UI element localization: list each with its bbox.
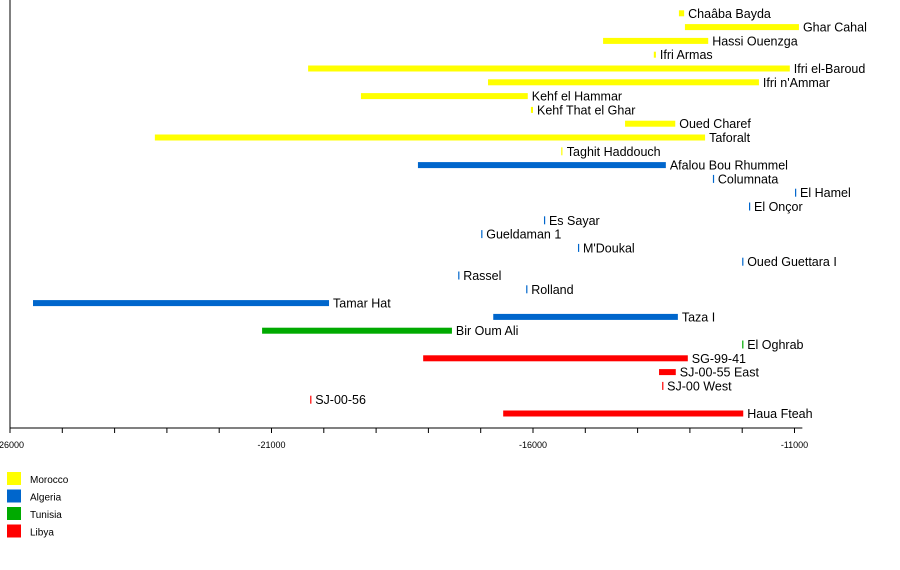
site-bar (310, 395, 312, 404)
site-label: Ifri Armas (660, 48, 713, 62)
site-label: Taza I (682, 310, 715, 324)
site-bar (488, 79, 759, 86)
site-bar (659, 369, 676, 376)
site-label: Chaâba Bayda (688, 7, 771, 21)
site-bar (684, 24, 799, 31)
site-label: Kehf That el Ghar (537, 103, 635, 117)
site-label: El Hamel (800, 186, 851, 200)
site-bar (625, 120, 676, 127)
site-label: Rassel (463, 269, 501, 283)
x-tick-label: -21000 (257, 440, 285, 450)
x-tick-label: -16000 (519, 440, 547, 450)
site-label: Hassi Ouenzga (712, 34, 798, 48)
site-label: Tamar Hat (333, 297, 391, 311)
site-label: Ifri el-Baroud (794, 62, 866, 76)
legend-swatch (7, 524, 21, 538)
site-label: Rolland (531, 283, 573, 297)
x-tick-label: -11000 (781, 440, 808, 450)
site-label: Gueldaman 1 (486, 228, 561, 242)
site-bar (742, 257, 744, 266)
site-label: SJ-00-55 East (680, 366, 760, 380)
site-bar (360, 93, 528, 100)
site-label: Kehf el Hammar (532, 90, 622, 104)
site-bar (423, 355, 688, 362)
site-bar (603, 37, 709, 44)
site-label: SG-99-41 (692, 352, 746, 366)
site-label: Columnata (718, 172, 778, 186)
site-bar (417, 162, 666, 169)
site-bar (493, 313, 678, 320)
site-bar (712, 174, 715, 183)
site-bar (526, 285, 528, 294)
site-label: Oued Charef (679, 117, 751, 131)
legend-label: Tunisia (30, 510, 62, 521)
site-bar (662, 381, 664, 390)
site-bar (154, 134, 706, 141)
site-bar (678, 10, 685, 17)
site-bar (262, 327, 452, 334)
site-bar (543, 216, 546, 225)
site-bar (33, 300, 330, 307)
site-bar (503, 410, 744, 417)
site-label: Ghar Cahal (803, 21, 867, 35)
site-bar (748, 202, 751, 211)
site-label: M'Doukal (583, 241, 635, 255)
site-bar (308, 65, 790, 72)
legend-swatch (7, 507, 21, 520)
site-bar (742, 340, 744, 349)
x-tick-label: -26000 (0, 440, 24, 450)
site-label: SJ-00 West (667, 379, 732, 393)
site-bar (795, 188, 797, 197)
site-label[interactable]: Haua Fteah (747, 407, 812, 421)
site-bar (530, 106, 533, 113)
site-label: El Onçor (754, 200, 803, 214)
legend-swatch (7, 489, 21, 503)
site-bar (653, 51, 656, 58)
site-bar (481, 230, 483, 239)
site-label[interactable]: Taforalt (709, 131, 751, 145)
site-label: Bir Oum Ali (456, 324, 519, 338)
site-label[interactable]: Ifri n'Ammar (763, 76, 830, 90)
legend-swatch (7, 472, 21, 485)
site-label: Es Sayar (549, 214, 600, 228)
legend-label: Morocco (30, 475, 69, 486)
legend-label: Algeria (30, 493, 62, 504)
site-label: Taghit Haddouch (567, 145, 661, 159)
site-bar (577, 243, 580, 252)
site-bar (561, 147, 563, 156)
site-label: Oued Guettara I (747, 255, 837, 269)
site-label: Afalou Bou Rhummel (670, 159, 788, 173)
legend-label: Libya (30, 528, 54, 539)
site-bar (458, 271, 460, 280)
site-label: El Oghrab (747, 338, 803, 352)
site-label: SJ-00-56 (315, 393, 366, 407)
